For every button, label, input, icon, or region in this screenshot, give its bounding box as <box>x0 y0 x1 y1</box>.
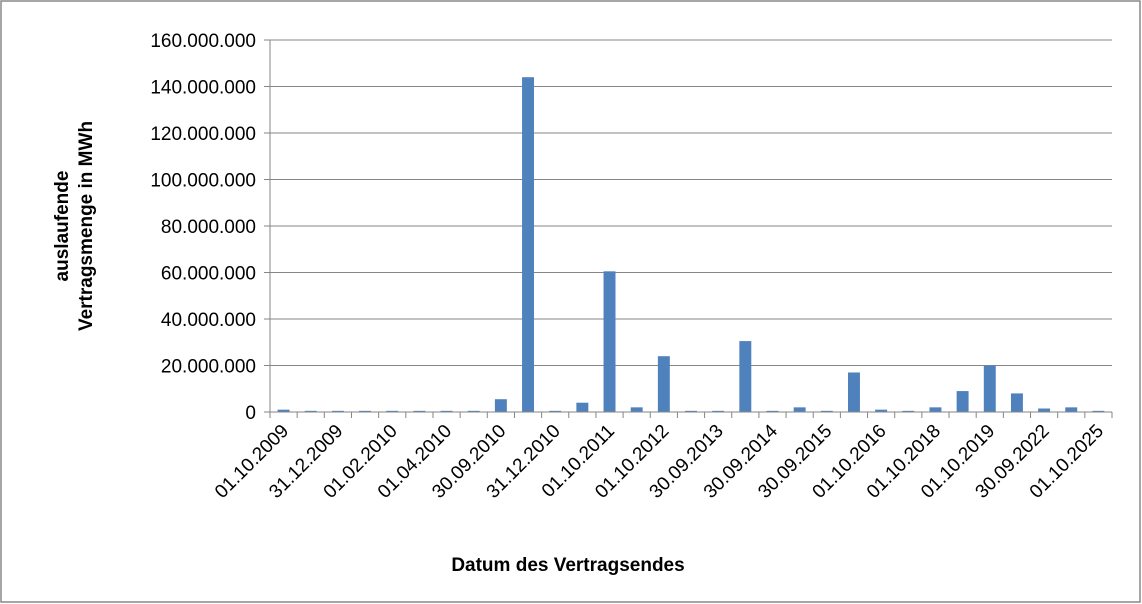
y-tick-label: 100.000.000 <box>150 171 256 192</box>
bar <box>1065 407 1078 412</box>
y-axis-title: Vertragsmenge in MWh <box>76 121 97 331</box>
y-tick-label: 60.000.000 <box>161 264 256 285</box>
bar <box>1092 410 1105 412</box>
bar <box>359 410 372 412</box>
bar <box>956 391 969 412</box>
bar <box>440 410 453 412</box>
bar <box>1038 408 1051 412</box>
bar <box>1010 393 1023 412</box>
y-tick-label: 20.000.000 <box>161 357 256 378</box>
bar <box>277 409 290 412</box>
bar <box>902 410 915 412</box>
bar <box>494 399 507 412</box>
y-tick-label: 140.000.000 <box>150 78 256 99</box>
y-axis-title: auslaufende <box>52 171 73 282</box>
bar <box>576 402 589 412</box>
y-tick-label: 160.000.000 <box>150 31 256 52</box>
bar <box>549 410 562 412</box>
bar <box>522 77 535 412</box>
bar <box>657 356 670 412</box>
bar <box>766 410 779 412</box>
bar <box>603 271 616 412</box>
bar <box>304 410 317 412</box>
y-tick-label: 0 <box>245 403 256 424</box>
y-tick-label: 80.000.000 <box>161 217 256 238</box>
bar <box>793 407 806 412</box>
bar <box>630 407 643 412</box>
bar <box>712 410 725 412</box>
bar <box>875 409 888 412</box>
bar <box>413 410 426 412</box>
bar <box>685 410 697 412</box>
bar <box>739 341 752 412</box>
bar <box>467 410 480 412</box>
bar <box>929 407 942 412</box>
bar <box>983 365 996 412</box>
bar <box>847 372 860 412</box>
x-axis-title: Datum des Vertragsendes <box>451 555 684 576</box>
y-tick-label: 40.000.000 <box>161 310 256 331</box>
bar <box>820 410 833 412</box>
bar <box>386 410 399 412</box>
y-tick-label: 120.000.000 <box>150 124 256 145</box>
bar <box>331 410 344 412</box>
